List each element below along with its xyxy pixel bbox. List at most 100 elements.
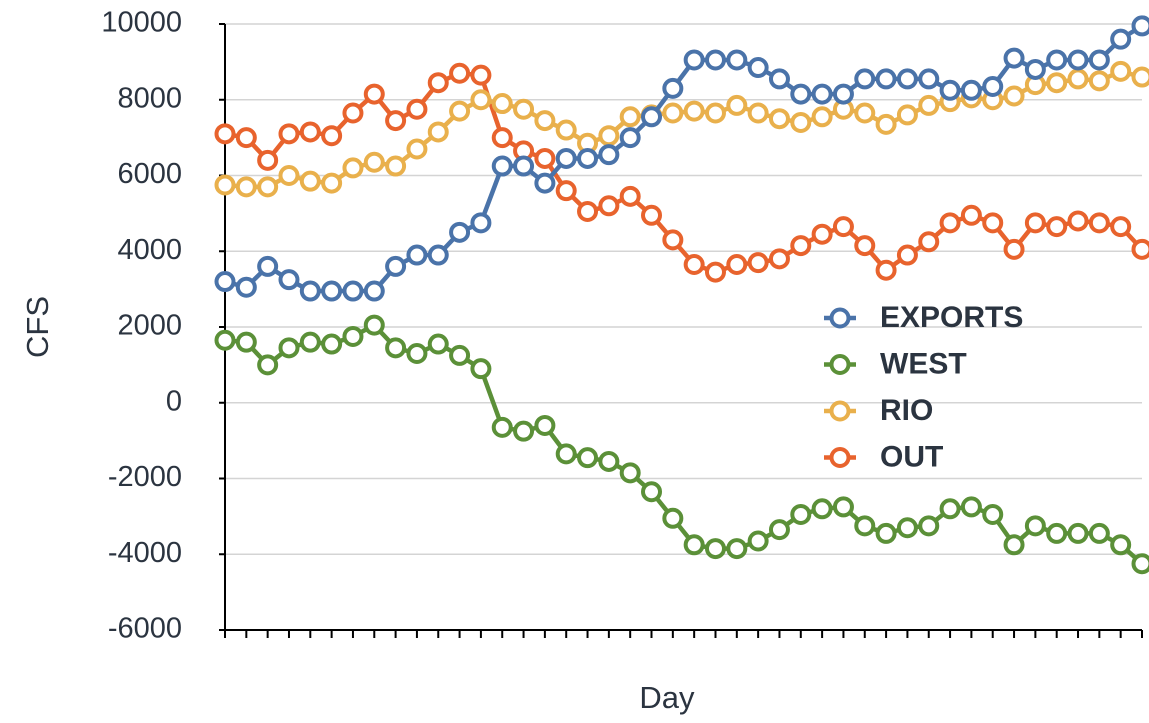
data-point — [875, 522, 897, 544]
data-point — [513, 155, 535, 177]
data-point — [811, 83, 833, 105]
data-point — [278, 269, 300, 291]
data-point — [896, 68, 918, 90]
data-point — [726, 94, 748, 116]
legend-marker — [829, 447, 851, 468]
data-point — [982, 212, 1004, 234]
y-tick-label: -4000 — [108, 537, 182, 569]
data-point — [896, 104, 918, 126]
data-point — [832, 83, 854, 105]
data-point — [449, 221, 471, 243]
data-point — [960, 496, 982, 518]
y-tick-label: -2000 — [108, 461, 182, 493]
data-point — [768, 108, 790, 130]
data-point — [278, 123, 300, 145]
data-point — [662, 77, 684, 99]
data-point — [555, 180, 577, 202]
data-point — [704, 538, 726, 560]
data-point — [257, 176, 279, 198]
data-point — [235, 276, 257, 298]
data-point — [449, 62, 471, 84]
data-point — [342, 157, 364, 179]
data-point — [1067, 210, 1089, 232]
data-point — [299, 170, 321, 192]
data-point — [427, 121, 449, 143]
data-point — [896, 244, 918, 266]
data-point — [321, 125, 343, 147]
data-point — [1088, 212, 1110, 234]
legend-marker — [829, 307, 851, 329]
data-point — [235, 331, 257, 353]
data-point — [875, 68, 897, 90]
data-point — [619, 127, 641, 149]
series-line — [224, 322, 1144, 566]
data-point — [577, 147, 599, 169]
data-point — [704, 49, 726, 71]
data-point — [918, 68, 940, 90]
data-point — [960, 204, 982, 226]
data-point — [1003, 238, 1025, 260]
data-point — [235, 127, 257, 149]
data-point — [321, 333, 343, 355]
data-point — [726, 538, 748, 560]
data-point — [1003, 534, 1025, 556]
data-point — [1110, 216, 1132, 238]
data-point — [577, 447, 599, 469]
data-point — [726, 254, 748, 276]
data-point — [1046, 72, 1068, 94]
data-point — [982, 75, 1004, 97]
legend-label: EXPORTS — [880, 301, 1023, 334]
data-point — [641, 106, 663, 128]
data-point — [939, 212, 961, 234]
y-tick-label: 6000 — [117, 158, 182, 190]
data-point — [875, 113, 897, 135]
data-point — [555, 119, 577, 141]
data-point — [1024, 515, 1046, 537]
data-point — [598, 125, 620, 147]
legend-marker — [829, 400, 851, 422]
data-point — [1131, 66, 1149, 88]
data-point — [832, 216, 854, 238]
data-point — [641, 481, 663, 503]
data-point — [406, 98, 428, 120]
data-point — [214, 329, 236, 351]
data-point — [513, 420, 535, 442]
x-axis-label: Day — [639, 680, 695, 715]
data-point — [1110, 534, 1132, 556]
y-tick-label: 0 — [166, 385, 182, 417]
data-point — [363, 151, 385, 173]
data-point — [747, 530, 769, 552]
data-point — [960, 79, 982, 101]
data-point — [491, 416, 513, 438]
y-tick-label: -6000 — [108, 613, 182, 645]
data-point — [790, 83, 812, 105]
data-point — [1003, 85, 1025, 107]
data-point — [704, 102, 726, 124]
data-point — [811, 498, 833, 520]
data-point — [747, 57, 769, 79]
data-point — [214, 123, 236, 145]
data-point — [1003, 47, 1025, 69]
data-point — [662, 507, 684, 529]
data-point — [982, 503, 1004, 525]
data-point — [1110, 60, 1132, 82]
data-point — [726, 49, 748, 71]
data-point — [534, 414, 556, 436]
data-point — [1024, 58, 1046, 80]
data-point — [683, 254, 705, 276]
data-point — [449, 100, 471, 122]
data-point — [513, 98, 535, 120]
data-point — [854, 235, 876, 257]
data-point — [321, 172, 343, 194]
data-point — [1067, 522, 1089, 544]
data-point — [427, 72, 449, 94]
data-point — [534, 147, 556, 169]
legend-marker — [829, 354, 851, 375]
data-point — [363, 280, 385, 302]
data-point — [619, 462, 641, 484]
data-point — [790, 503, 812, 525]
data-point — [704, 261, 726, 283]
data-point — [790, 235, 812, 257]
data-point — [235, 176, 257, 198]
data-point — [299, 280, 321, 302]
